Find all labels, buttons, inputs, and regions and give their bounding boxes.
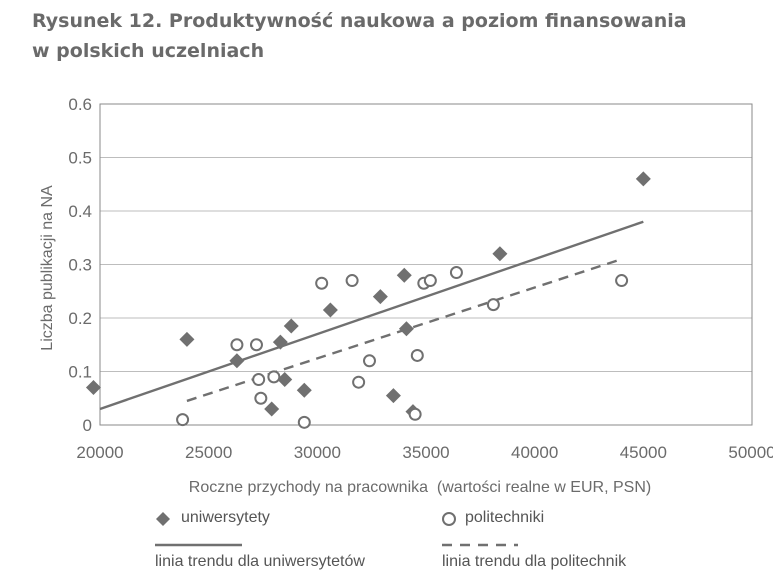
y-tick-label: 0.3 <box>68 256 92 275</box>
legend-label-politechniki: politechniki <box>465 509 545 526</box>
y-tick-label: 0.2 <box>68 309 92 328</box>
y-tick-label: 0 <box>83 416 92 435</box>
data-point-uniwersytety <box>322 302 338 318</box>
axis-layer: 0 0.1 0.2 0.3 0.4 0.5 0.6 20000 25000 30000 35000 4… <box>68 95 773 462</box>
data-point-politechniki <box>230 338 244 352</box>
data-point-politechniki <box>352 375 366 389</box>
data-point-uniwersytety <box>492 246 508 262</box>
y-axis-label: Liczba publikacji na NA <box>39 185 56 351</box>
data-point-politechniki <box>176 413 190 427</box>
data-point-uniwersytety <box>296 382 312 398</box>
x-tick-label: 30000 <box>294 443 341 462</box>
data-point-politechniki <box>297 415 311 429</box>
data-point-layer <box>85 171 651 429</box>
data-point-uniwersytety <box>635 171 651 187</box>
data-point-uniwersytety <box>372 289 388 305</box>
legend-label-trend-politechniki: linia trendu dla politechnik <box>442 553 627 570</box>
x-tick-label: 35000 <box>402 443 449 462</box>
data-point-politechniki <box>362 354 376 368</box>
legend-circle-icon <box>442 512 456 526</box>
data-point-uniwersytety <box>396 267 412 283</box>
data-point-politechniki <box>254 391 268 405</box>
x-tick-label: 40000 <box>511 443 558 462</box>
legend-label-trend-uniwersytety: linia trendu dla uniwersytetów <box>155 553 365 570</box>
data-point-politechniki <box>345 274 359 288</box>
figure-title: Rysunek 12. Produktywność naukowa a pozi… <box>32 6 752 66</box>
x-tick-label: 45000 <box>620 443 667 462</box>
y-tick-label: 0.1 <box>68 363 92 382</box>
data-point-politechniki <box>423 274 437 288</box>
data-point-uniwersytety <box>283 318 299 334</box>
data-point-uniwersytety <box>398 321 414 337</box>
data-point-uniwersytety <box>272 334 288 350</box>
data-point-uniwersytety <box>264 401 280 417</box>
data-point-uniwersytety <box>179 331 195 347</box>
grid-layer <box>100 103 752 372</box>
data-point-politechniki <box>486 298 500 312</box>
figure-title-line-1: Rysunek 12. Produktywność naukowa a pozi… <box>32 10 687 32</box>
legend-diamond-icon <box>156 512 170 526</box>
data-point-politechniki <box>408 407 422 421</box>
x-tick-label: 20000 <box>76 443 123 462</box>
data-point-politechniki <box>410 348 424 362</box>
legend-label-uniwersytety: uniwersytety <box>181 509 270 526</box>
y-tick-label: 0.6 <box>68 95 92 114</box>
trendline-layer <box>99 220 644 411</box>
y-tick-label: 0.4 <box>68 202 92 221</box>
figure-title-line-2: w polskich uczelniach <box>32 40 265 62</box>
data-point-uniwersytety <box>277 372 293 388</box>
data-point-uniwersytety <box>85 380 101 396</box>
data-point-uniwersytety <box>229 353 245 369</box>
data-point-uniwersytety <box>385 388 401 404</box>
data-point-politechniki <box>249 338 263 352</box>
x-tick-label: 50000 <box>728 443 773 462</box>
x-axis-label: Roczne przychody na pracownika (wartości… <box>189 479 651 496</box>
y-tick-label: 0.5 <box>68 149 92 168</box>
data-point-politechniki <box>615 274 629 288</box>
plot-frame <box>99 103 753 426</box>
data-point-politechniki <box>449 266 463 280</box>
trendline-uniwersytety <box>99 220 644 411</box>
data-point-politechniki <box>267 370 281 384</box>
x-tick-label: 25000 <box>185 443 232 462</box>
data-point-politechniki <box>252 373 266 387</box>
data-point-politechniki <box>315 276 329 290</box>
